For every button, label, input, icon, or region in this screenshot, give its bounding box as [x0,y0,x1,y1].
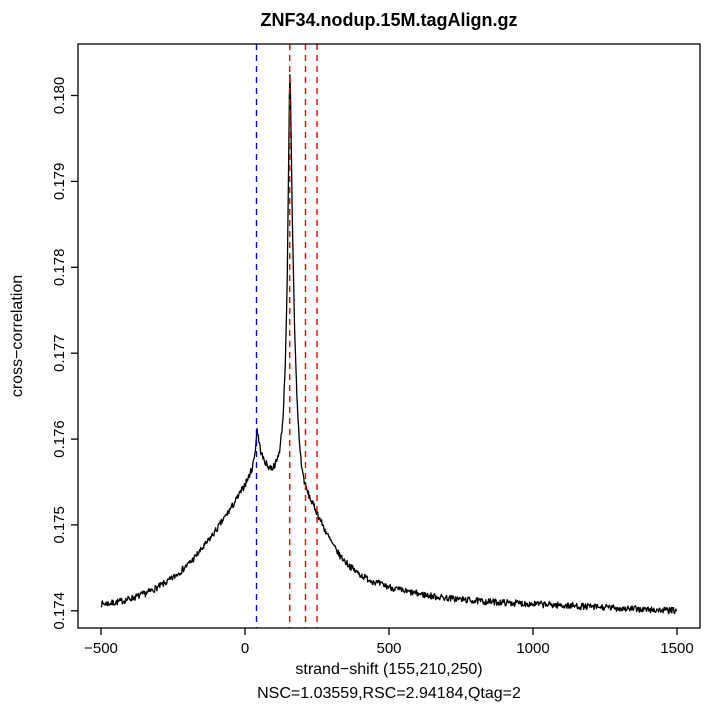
plot-border [77,43,701,629]
y-tick-label: 0.177 [51,334,68,372]
x-tick-label: −500 [84,640,118,657]
y-axis-label: cross−correlation [9,275,26,397]
y-tick-label: 0.174 [51,592,68,630]
y-tick-label: 0.176 [51,420,68,458]
x-tick-label: 0 [241,640,249,657]
x-axis-label: strand−shift (155,210,250) [295,661,482,678]
y-tick-label: 0.179 [51,163,68,201]
y-tick-label: 0.180 [51,77,68,115]
x-tick-label: 1500 [660,640,693,657]
chart-title: ZNF34.nodup.15M.tagAlign.gz [261,10,518,30]
x-tick-label: 1000 [516,640,549,657]
y-tick-label: 0.178 [51,249,68,287]
x-tick-label: 500 [376,640,401,657]
plot-area: −500 0 500 1000 1500 0.174 0.175 0.176 0.177 0.17… [51,43,701,657]
x-axis-sublabel: NSC=1.03559,RSC=2.94184,Qtag=2 [257,685,521,702]
cross-correlation-curve [100,74,678,615]
y-tick-label: 0.175 [51,506,68,544]
